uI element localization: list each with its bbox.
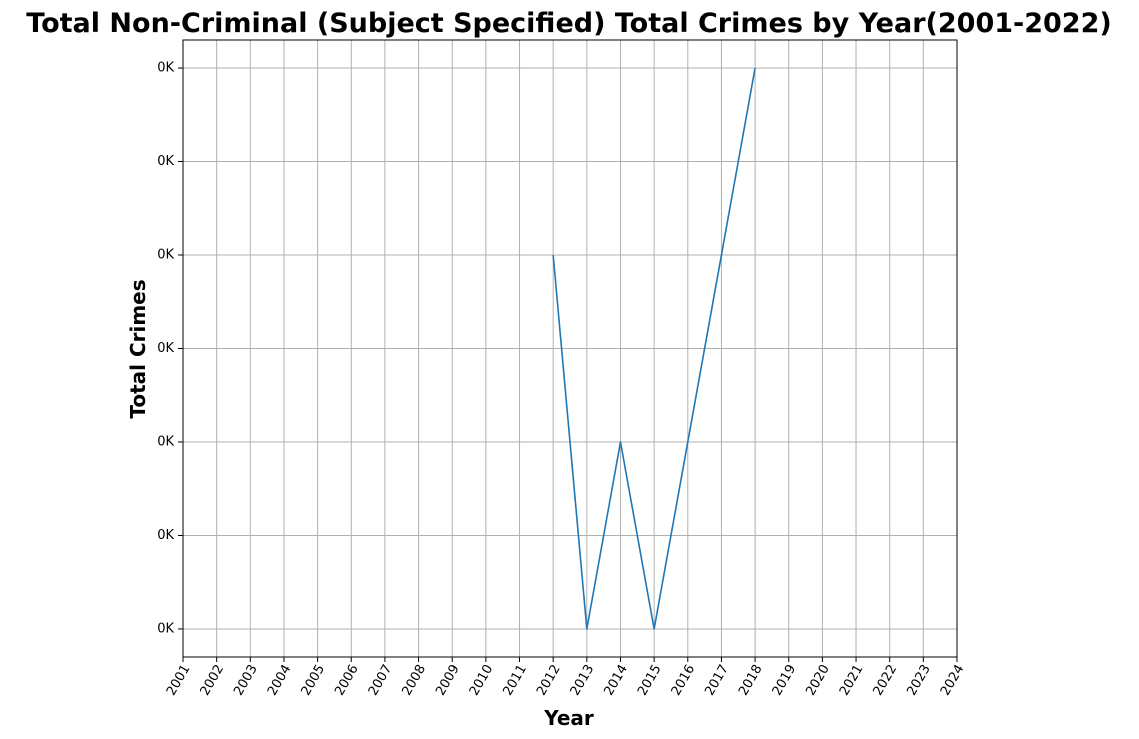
- x-tick-label: 2014: [601, 662, 631, 698]
- chart-title: Total Non-Criminal (Subject Specified) T…: [26, 8, 1111, 39]
- y-tick-label: 0K: [157, 341, 174, 356]
- x-tick-label: 2006: [332, 662, 362, 698]
- x-tick-label: 2017: [702, 662, 732, 698]
- x-tick-label: 2024: [938, 662, 968, 698]
- y-axis: 0K 0K 0K 0K 0K 0K 0K: [157, 61, 183, 636]
- x-tick-label: 2015: [635, 662, 665, 698]
- series-line: [552, 67, 756, 630]
- y-tick-label: 0K: [157, 528, 174, 543]
- x-tick-label: 2021: [837, 662, 867, 698]
- series-layer: [552, 67, 756, 630]
- y-tick-label: 0K: [157, 621, 174, 636]
- x-tick-label: 2007: [366, 662, 396, 698]
- x-tick-label: 2022: [871, 662, 901, 698]
- x-tick-label: 2005: [299, 662, 329, 698]
- y-tick-label: 0K: [157, 154, 174, 169]
- grid: [182, 40, 958, 657]
- y-tick-label: 0K: [157, 434, 174, 449]
- x-tick-label: 2002: [198, 662, 228, 698]
- x-tick-label: 2003: [231, 662, 261, 698]
- x-axis: 2001 2002 2003 2004 2005 2006 2007 2008 2009 2010…: [164, 657, 968, 698]
- x-tick-label: 2004: [265, 662, 295, 698]
- x-tick-label: 2016: [669, 662, 699, 698]
- x-tick-label: 2023: [904, 662, 934, 698]
- y-tick-label: 0K: [157, 248, 174, 263]
- x-tick-label: 2008: [400, 662, 430, 698]
- y-axis-label: Total Crimes: [126, 279, 150, 418]
- x-tick-label: 2012: [534, 662, 564, 698]
- x-tick-label: 2020: [803, 662, 833, 698]
- x-tick-label: 2018: [736, 662, 766, 698]
- x-tick-label: 2013: [568, 662, 598, 698]
- y-tick-label: 0K: [157, 61, 174, 76]
- x-tick-label: 2001: [164, 662, 194, 698]
- x-tick-label: 2019: [770, 662, 800, 698]
- x-tick-label: 2009: [433, 662, 463, 698]
- x-axis-label: Year: [543, 706, 594, 730]
- x-tick-label: 2011: [500, 662, 530, 698]
- x-tick-label: 2010: [467, 662, 497, 698]
